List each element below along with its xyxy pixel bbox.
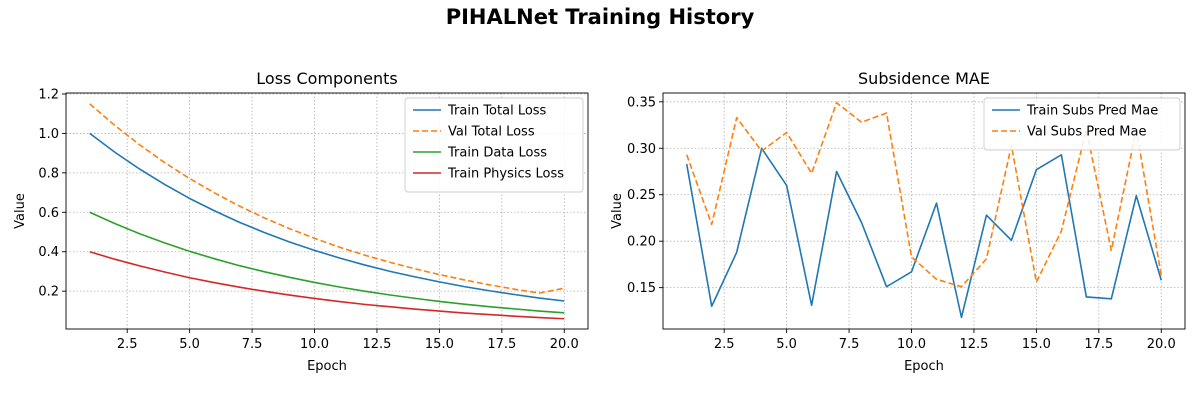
x-axis-label: Epoch: [307, 359, 347, 374]
legend-label: Val Subs Pred Mae: [1027, 125, 1146, 140]
y-tick-label: 1.2: [38, 87, 59, 102]
y-tick-label: 0.15: [627, 281, 656, 296]
legend-box: [983, 97, 1181, 151]
y-tick-label: 0.30: [627, 142, 656, 157]
x-tick-label: 2.5: [117, 337, 138, 352]
x-tick-label: 5.0: [179, 337, 200, 352]
plot-frame: [65, 92, 589, 330]
y-tick-label: 0.2: [38, 285, 59, 300]
legend-label: Val Total Loss: [448, 125, 535, 140]
series-line-train-physics-loss: [89, 250, 565, 320]
x-axis-label: Epoch: [904, 359, 944, 374]
x-tick-label: 10.0: [300, 337, 329, 352]
x-tick-label: 7.5: [242, 337, 263, 352]
x-tick-label: 20.0: [550, 337, 579, 352]
y-tick-label: 1.0: [38, 127, 59, 142]
x-tick-label: 10.0: [897, 337, 926, 352]
x-tick-label: 12.5: [959, 337, 988, 352]
figure-title: PIHALNet Training History: [446, 5, 755, 29]
y-axis-label: Value: [610, 193, 625, 229]
y-tick-label: 0.4: [38, 245, 59, 260]
legend-box: [404, 97, 584, 193]
plot-frame: [662, 92, 1186, 330]
y-tick-label: 0.25: [627, 188, 656, 203]
x-tick-label: 7.5: [839, 337, 860, 352]
x-tick-label: 2.5: [714, 337, 735, 352]
y-axis-label: Value: [13, 193, 28, 229]
x-tick-label: 17.5: [487, 337, 516, 352]
series-line-train-data-loss: [89, 211, 565, 314]
y-tick-label: 0.20: [627, 235, 656, 250]
legend-label: Train Subs Pred Mae: [1026, 104, 1158, 119]
legend-label: Train Total Loss: [447, 104, 547, 119]
series-line-val-subs-pred-mae: [685, 101, 1163, 288]
legend: Train Total Loss Val Total Loss Train Data…: [404, 97, 584, 193]
y-tick-label: 0.6: [38, 206, 59, 221]
x-tick-label: 15.0: [1022, 337, 1051, 352]
legend: Train Subs Pred Mae Val Subs Pred Mae: [983, 97, 1181, 151]
series-group: [685, 101, 1163, 319]
series-line-train-total-loss: [89, 132, 565, 302]
x-tick-label: 20.0: [1147, 337, 1176, 352]
loss-components-chart: 2.5 5.0 7.5 10.0 12.5 15.0 17.5 20.0 0.2 0.4 0.6 0.…: [13, 69, 589, 374]
legend-label: Train Data Loss: [447, 146, 547, 161]
chart-title: Loss Components: [256, 69, 397, 88]
y-tick-label: 0.8: [38, 166, 59, 181]
chart-title: Subsidence MAE: [858, 69, 990, 88]
x-tick-label: 17.5: [1084, 337, 1113, 352]
x-tick-label: 5.0: [776, 337, 797, 352]
series-line-train-subs-pred-mae: [685, 147, 1163, 319]
legend-label: Train Physics Loss: [447, 167, 564, 182]
x-tick-label: 12.5: [362, 337, 391, 352]
subsidence-mae-chart: 2.5 5.0 7.5 10.0 12.5 15.0 17.5 20.0 0.15 0.20 0.2…: [610, 69, 1186, 374]
x-tick-label: 15.0: [425, 337, 454, 352]
series-group: [89, 103, 565, 320]
y-tick-label: 0.35: [627, 95, 656, 110]
series-line-val-total-loss: [89, 103, 565, 294]
